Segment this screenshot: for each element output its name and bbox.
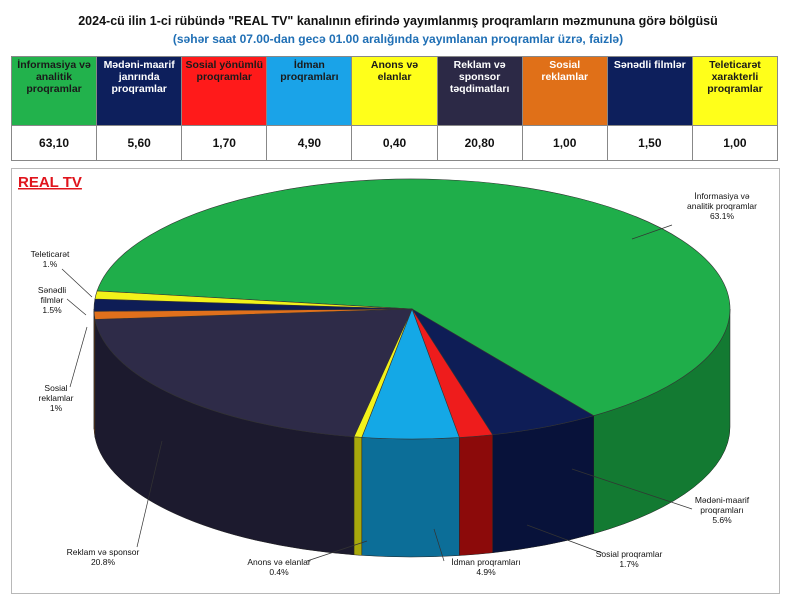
pie-slice-side <box>361 437 460 558</box>
pie-slice-side <box>353 436 363 556</box>
leader-line <box>571 468 693 510</box>
category-value-cell: 5,60 <box>96 125 183 161</box>
slice-label: 20.8% <box>91 557 116 567</box>
slice-label: 1% <box>50 403 63 413</box>
slice-label: reklamlar <box>39 393 74 403</box>
pie-slice-side <box>459 434 493 556</box>
category-value-cell: 4,90 <box>266 125 353 161</box>
slice-label: Teleticarət <box>31 249 70 259</box>
category-value-cell: 20,80 <box>436 125 523 161</box>
category-header-cell: Teleticarət xarakterli proqramlar <box>691 56 779 126</box>
pie-slice-side <box>492 415 594 554</box>
pie-chart-panel: REAL TV İnformasiya və analitik proqramlar… <box>11 168 780 594</box>
slice-label: İdman proqramları <box>451 557 520 567</box>
category-header-row: İnformasiya və analitik proqramlar Mədəni… <box>10 56 779 126</box>
slice-label: 5.6% <box>712 515 732 525</box>
category-value-cell: 1,00 <box>691 125 779 161</box>
category-header-cell: Sənədli filmlər <box>606 56 693 126</box>
category-header-cell: Anons və elanlar <box>351 56 438 126</box>
leader-line <box>61 268 93 298</box>
slice-label: analitik proqramlar <box>687 201 757 211</box>
slice-label: 63.1% <box>710 211 735 221</box>
slice-label: 4.9% <box>476 567 496 577</box>
category-header-cell: İnformasiya və analitik proqramlar <box>10 56 98 126</box>
slice-label: Anons və elanlar <box>247 557 310 567</box>
slice-label: 1.7% <box>619 559 639 569</box>
slice-label: 1.5% <box>42 305 62 315</box>
category-value-cell: 1,00 <box>521 125 608 161</box>
category-header-cell: Sosial reklamlar <box>521 56 608 126</box>
slice-label: 0.4% <box>269 567 289 577</box>
slice-label: Sənədli <box>38 285 66 295</box>
category-value-cell: 1,50 <box>606 125 693 161</box>
leader-line <box>136 440 163 548</box>
category-header-cell: Reklam və sponsor təqdimatları <box>436 56 523 126</box>
pie-slice <box>96 178 731 417</box>
category-table: İnformasiya və analitik proqramlar Mədəni… <box>10 56 779 161</box>
slice-label: filmlər <box>41 295 64 305</box>
category-value-cell: 63,10 <box>10 125 98 161</box>
leader-line <box>631 224 673 240</box>
leader-line <box>433 528 445 562</box>
pie-slice <box>94 308 413 438</box>
category-value-row: 63,10 5,60 1,70 4,90 0,40 20,80 1,00 1,50 1,00 <box>10 125 779 161</box>
leader-line <box>66 298 87 316</box>
pie-title: REAL TV <box>18 174 82 191</box>
leader-line <box>69 326 88 388</box>
category-header-cell: Sosial yönümlü proqramlar <box>181 56 268 126</box>
pie-slice <box>94 290 413 310</box>
category-header-cell: İdman proqramları <box>266 56 353 126</box>
slice-label: proqramları <box>700 505 743 515</box>
slice-label: Mədəni-maarif <box>695 495 750 505</box>
chart-title: 2024-cü ilin 1-ci rübündə "REAL TV" kana… <box>78 14 718 28</box>
category-header-cell: Mədəni-maarif janrında proqramlar <box>96 56 183 126</box>
slice-label: 1.% <box>43 259 58 269</box>
slice-label: İnformasiya və <box>694 191 750 201</box>
slice-label: Reklam və sponsor <box>67 547 140 557</box>
category-value-cell: 0,40 <box>351 125 438 161</box>
slice-label: Sosial proqramlar <box>596 549 663 559</box>
chart-subtitle: (səhər saat 07.00-dan gecə 01.00 aralığı… <box>172 32 624 46</box>
leader-line <box>306 540 368 562</box>
leader-line <box>526 524 603 554</box>
slice-label: Sosial <box>44 383 67 393</box>
category-value-cell: 1,70 <box>181 125 268 161</box>
